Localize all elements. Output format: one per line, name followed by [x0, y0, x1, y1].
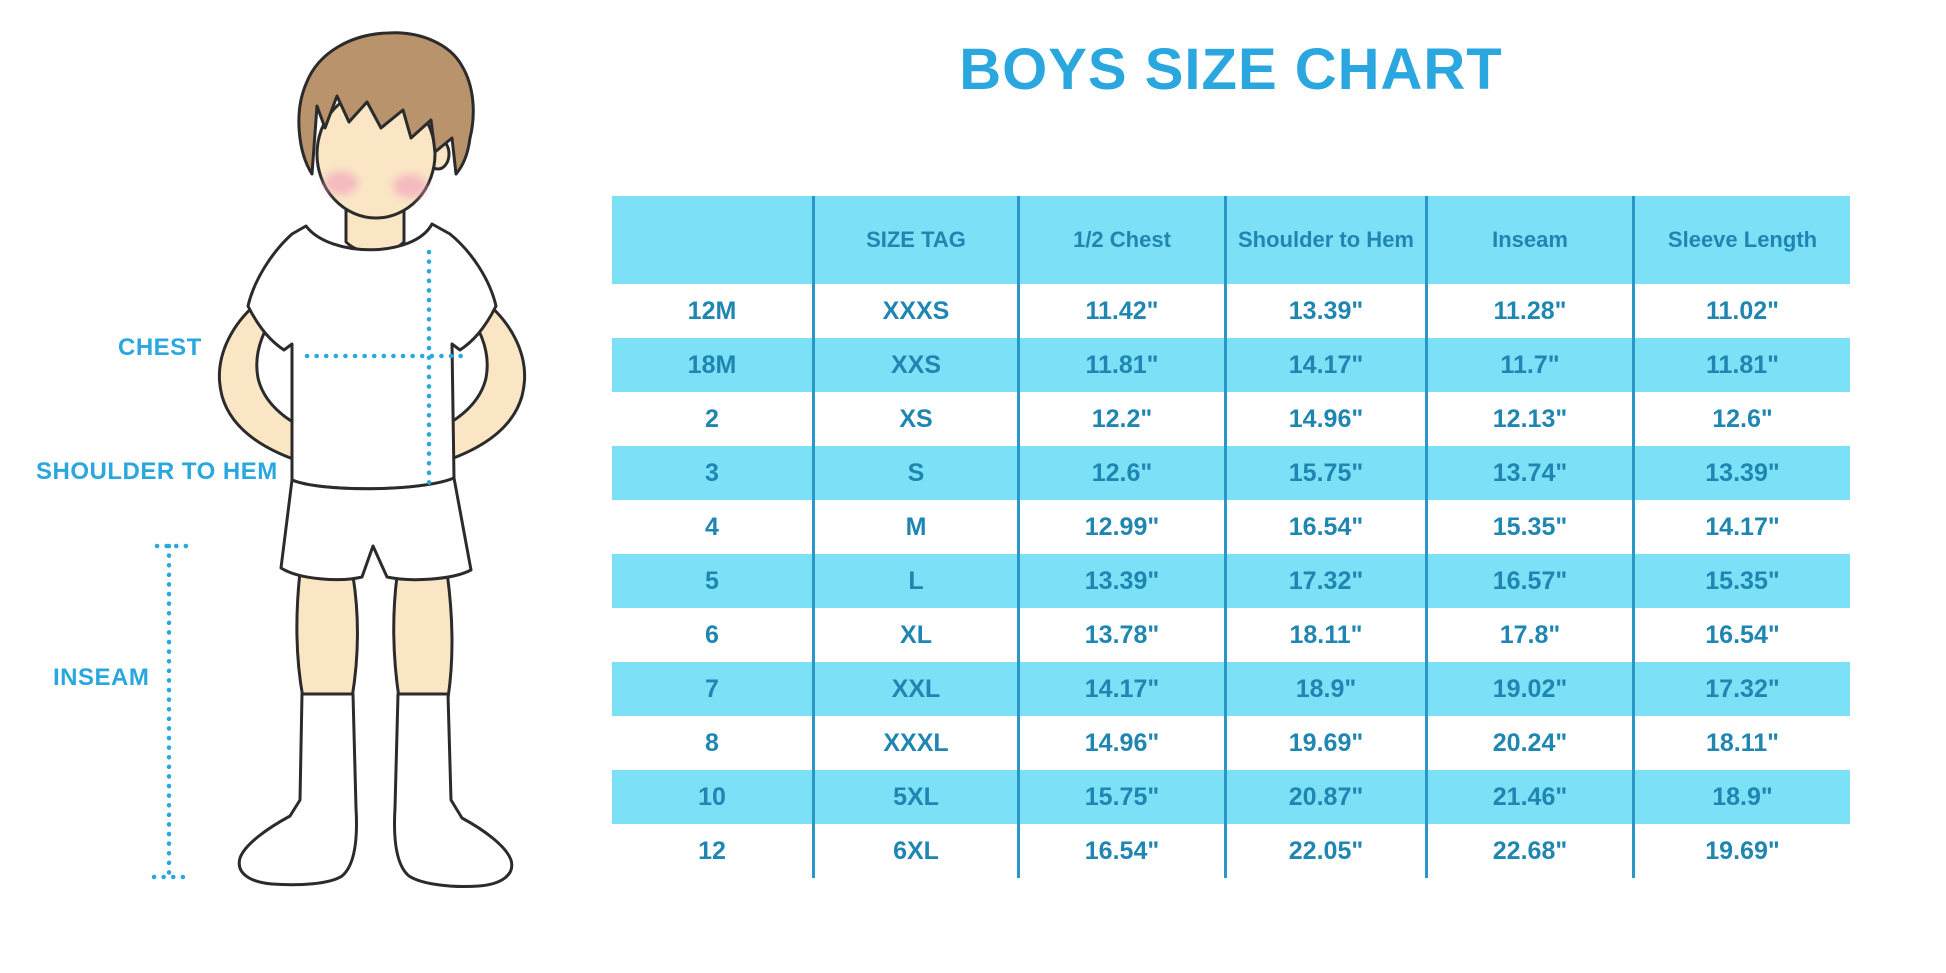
table-cell: 21.46"	[1425, 770, 1632, 824]
header-cell: Inseam	[1425, 196, 1632, 284]
table-cell: 18.9"	[1224, 662, 1425, 716]
chest-label: CHEST	[118, 334, 202, 361]
table-cell: 13.74"	[1425, 446, 1632, 500]
table-cell: 4	[705, 513, 719, 541]
header-cell: 1/2 Chest	[1017, 196, 1224, 284]
table-cell: 14.17"	[1632, 500, 1850, 554]
table-row: 5 L 13.39" 17.32" 16.57" 15.35"	[612, 554, 1850, 608]
boy-illustration	[151, 31, 527, 888]
table-cell: 12.6"	[1017, 446, 1224, 500]
table-row: 2 XS 12.2" 14.96" 12.13" 12.6"	[612, 392, 1850, 446]
table-cell: 5	[705, 567, 719, 595]
table-cell: 19.69"	[1632, 824, 1850, 878]
table-row: 12 6XL 16.54" 22.05" 22.68" 19.69"	[612, 824, 1850, 878]
table-cell: XXS	[812, 338, 1017, 392]
table-cell: 22.68"	[1425, 824, 1632, 878]
table-cell: 18.11"	[1632, 716, 1850, 770]
boy-cheek-right	[393, 174, 427, 198]
table-cell: 13.39"	[1017, 554, 1224, 608]
table-row: 3 S 12.6" 15.75" 13.74" 13.39"	[612, 446, 1850, 500]
header-cell: Sleeve Length	[1632, 196, 1850, 284]
boy-shorts	[279, 476, 473, 582]
table-cell: 17.8"	[1425, 608, 1632, 662]
table-cell: 12.2"	[1017, 392, 1224, 446]
table-cell: 19.02"	[1425, 662, 1632, 716]
table-cell: 16.54"	[1632, 608, 1850, 662]
table-cell: 7	[705, 675, 719, 703]
header-cell	[612, 196, 812, 284]
boy-left-leg	[295, 570, 359, 700]
table-cell: 11.7"	[1425, 338, 1632, 392]
table-cell: 11.02"	[1632, 284, 1850, 338]
table-cell: 17.32"	[1632, 662, 1850, 716]
table-cell: 2	[705, 405, 719, 433]
table-cell: 6	[705, 621, 719, 649]
boy-hair	[297, 31, 475, 176]
table-cell: XXXL	[812, 716, 1017, 770]
table-cell: XXL	[812, 662, 1017, 716]
table-row: 4 M 12.99" 16.54" 15.35" 14.17"	[612, 500, 1850, 554]
size-table: SIZE TAG 1/2 Chest Shoulder to Hem Inseam Sl…	[612, 196, 1850, 878]
table-cell: 20.87"	[1224, 770, 1425, 824]
header-cell: Shoulder to Hem	[1224, 196, 1425, 284]
table-cell: 18.11"	[1224, 608, 1425, 662]
table-cell: 10	[698, 783, 726, 811]
table-cell: 16.57"	[1425, 554, 1632, 608]
table-cell: 16.54"	[1017, 824, 1224, 878]
table-row: 7 XXL 14.17" 18.9" 19.02" 17.32"	[612, 662, 1850, 716]
table-cell: 11.81"	[1632, 338, 1850, 392]
table-cell: 15.75"	[1224, 446, 1425, 500]
boy-right-leg	[392, 570, 454, 700]
table-cell: 11.81"	[1017, 338, 1224, 392]
table-cell: 20.24"	[1425, 716, 1632, 770]
table-cell: 22.05"	[1224, 824, 1425, 878]
table-cell: 12.13"	[1425, 392, 1632, 446]
table-cell: 3	[705, 459, 719, 487]
table-cell: 15.35"	[1632, 554, 1850, 608]
table-cell: 15.35"	[1425, 500, 1632, 554]
table-row: 18M XXS 11.81" 14.17" 11.7" 11.81"	[612, 338, 1850, 392]
boy-left-sock	[237, 692, 358, 887]
table-cell: 18.9"	[1632, 770, 1850, 824]
page-title: BOYS SIZE CHART	[959, 37, 1503, 102]
table-cell: 14.96"	[1224, 392, 1425, 446]
table-cell: 11.28"	[1425, 284, 1632, 338]
table-cell: XL	[812, 608, 1017, 662]
table-cell: 15.75"	[1017, 770, 1224, 824]
table-cell: 11.42"	[1017, 284, 1224, 338]
table-cell: 13.39"	[1224, 284, 1425, 338]
table-cell: 14.17"	[1017, 662, 1224, 716]
table-cell: 5XL	[812, 770, 1017, 824]
table-cell: 8	[705, 729, 719, 757]
table-row: 10 5XL 15.75" 20.87" 21.46" 18.9"	[612, 770, 1850, 824]
table-cell: 6XL	[812, 824, 1017, 878]
table-row: 8 XXXL 14.96" 19.69" 20.24" 18.11"	[612, 716, 1850, 770]
table-row: 12M XXXS 11.42" 13.39" 11.28" 11.02"	[612, 284, 1850, 338]
boy-right-sock	[393, 692, 514, 888]
table-row: 6 XL 13.78" 18.11" 17.8" 16.54"	[612, 608, 1850, 662]
table-header-row: SIZE TAG 1/2 Chest Shoulder to Hem Inseam Sl…	[612, 196, 1850, 284]
table-cell: 14.96"	[1017, 716, 1224, 770]
table-cell: 12.99"	[1017, 500, 1224, 554]
table-cell: 12	[698, 837, 726, 865]
table-cell: 12M	[687, 297, 737, 325]
table-cell: 13.78"	[1017, 608, 1224, 662]
table-cell: 18M	[687, 351, 737, 379]
inseam-label: INSEAM	[53, 664, 150, 691]
table-cell: 14.17"	[1224, 338, 1425, 392]
table-cell: L	[812, 554, 1017, 608]
table-cell: XS	[812, 392, 1017, 446]
table-cell: 19.69"	[1224, 716, 1425, 770]
table-cell: S	[812, 446, 1017, 500]
boy-cheek-left	[324, 171, 358, 195]
table-cell: XXXS	[812, 284, 1017, 338]
table-cell: 17.32"	[1224, 554, 1425, 608]
table-cell: M	[812, 500, 1017, 554]
table-cell: 13.39"	[1632, 446, 1850, 500]
shoulder-to-hem-label: SHOULDER TO HEM	[36, 458, 278, 485]
table-cell: 12.6"	[1632, 392, 1850, 446]
table-cell: 16.54"	[1224, 500, 1425, 554]
header-cell: SIZE TAG	[812, 196, 1017, 284]
